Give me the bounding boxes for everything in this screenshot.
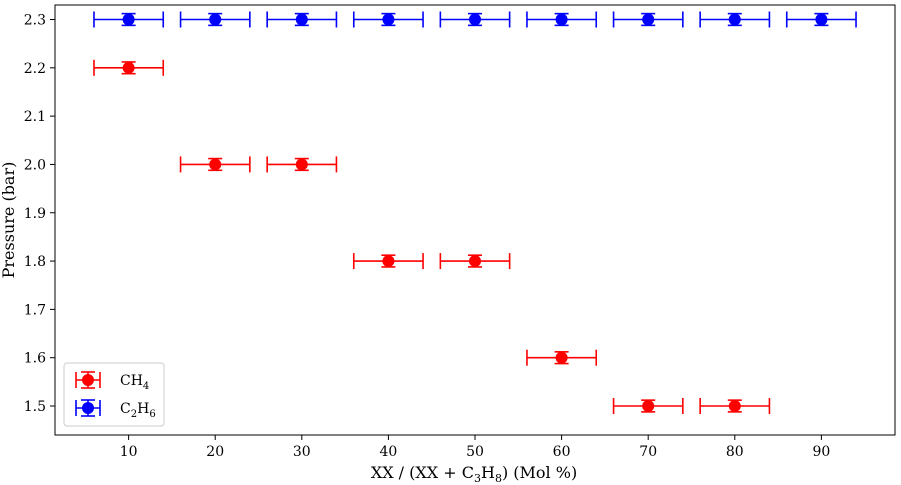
- y-tick-label: 2.3: [24, 12, 46, 28]
- legend-label: C2H6: [120, 401, 156, 420]
- y-tick-label: 2.1: [24, 109, 46, 125]
- data-point: [469, 255, 481, 268]
- legend: CH4 C2H6: [63, 362, 165, 427]
- data-point: [642, 400, 655, 413]
- data-point: [295, 158, 308, 171]
- data-point: [122, 13, 135, 26]
- legend-marker: [82, 402, 94, 414]
- y-tick-label: 1.8: [24, 254, 46, 270]
- legend-entry: CH4: [75, 371, 149, 392]
- data-point: [209, 158, 222, 171]
- series-1: [93, 11, 857, 28]
- y-tick-label: 1.5: [24, 399, 46, 415]
- plot-area: [54, 4, 896, 436]
- data-point: [555, 13, 568, 26]
- data-point: [382, 13, 395, 26]
- series-layer: [93, 11, 857, 415]
- legend-marker: [82, 374, 94, 386]
- data-point: [728, 13, 741, 26]
- x-tick-label: 10: [120, 444, 138, 460]
- x-tick-label: 90: [812, 444, 830, 460]
- y-tick-label: 2.0: [24, 157, 46, 173]
- y-tick-label: 1.7: [24, 302, 46, 318]
- data-point: [642, 13, 655, 26]
- data-point: [382, 255, 395, 268]
- data-point: [815, 13, 828, 26]
- data-point: [555, 351, 568, 364]
- y-tick-label: 1.6: [24, 351, 46, 367]
- y-tick-label: 1.9: [24, 206, 46, 222]
- x-tick-label: 50: [466, 444, 484, 460]
- data-point: [122, 61, 135, 74]
- x-axis-ticks: 10 20 30 40 50 60 70 80 90: [120, 435, 830, 460]
- series-0: [93, 59, 771, 415]
- data-point: [728, 400, 741, 413]
- y-axis-label: Pressure (bar): [0, 162, 18, 279]
- legend-entry: C2H6: [75, 399, 156, 420]
- data-point: [469, 13, 481, 26]
- x-tick-label: 80: [726, 444, 744, 460]
- x-tick-label: 60: [553, 444, 571, 460]
- data-point: [295, 13, 308, 26]
- x-tick-label: 30: [293, 444, 311, 460]
- legend-label: CH4: [120, 373, 149, 392]
- data-point: [209, 13, 222, 26]
- x-tick-label: 70: [639, 444, 657, 460]
- y-tick-label: 2.2: [24, 61, 46, 77]
- x-axis-label: XX / (XX + C3H8) (Mol %): [371, 463, 577, 485]
- y-axis-ticks: 1.5 1.6 1.7 1.8 1.9 2.0 2.1 2.2 2.3: [24, 12, 55, 415]
- x-tick-label: 20: [206, 444, 224, 460]
- x-tick-label: 40: [379, 444, 397, 460]
